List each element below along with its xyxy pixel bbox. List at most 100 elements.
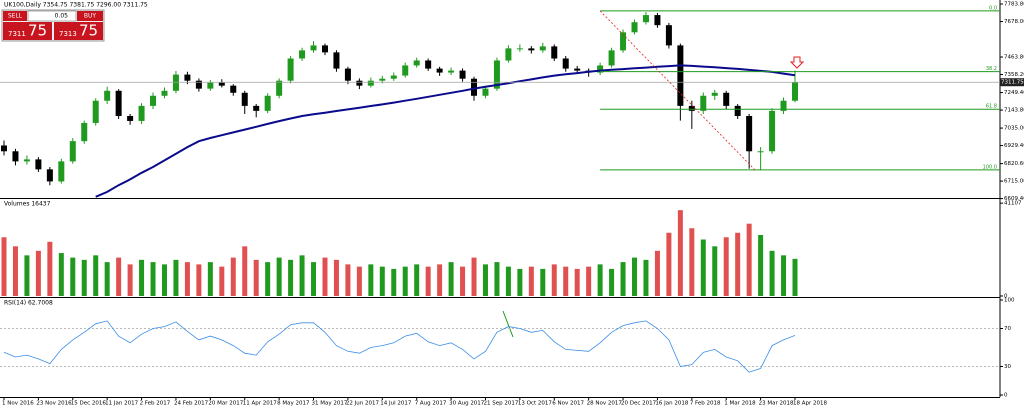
candle-body bbox=[138, 105, 145, 121]
candle-body bbox=[448, 70, 455, 73]
volume-bar bbox=[505, 266, 511, 296]
volume-bar bbox=[93, 255, 99, 296]
volume-bar bbox=[746, 223, 752, 296]
x-tick-label: 23 Nov 2016 bbox=[36, 401, 72, 407]
volume-bar bbox=[1, 237, 7, 296]
fib-label: 38.2 bbox=[986, 66, 997, 72]
candle-body bbox=[367, 80, 374, 86]
candle-body bbox=[757, 151, 764, 153]
candle-body bbox=[1, 145, 7, 152]
candle-body bbox=[310, 45, 317, 51]
volume-bar bbox=[700, 239, 706, 296]
x-tick-label: 7 Feb 2018 bbox=[690, 401, 721, 407]
volume-bar bbox=[311, 262, 317, 296]
volume-bar bbox=[184, 262, 190, 296]
rsi-trendline bbox=[502, 310, 514, 338]
volume-bar bbox=[551, 264, 557, 296]
buy-button[interactable] bbox=[77, 11, 103, 21]
y-tick-label: 7463.80 bbox=[1004, 55, 1024, 61]
candle-body bbox=[150, 95, 157, 106]
candle-body bbox=[127, 115, 134, 121]
volume-bar bbox=[448, 262, 454, 296]
volume-bar bbox=[219, 266, 225, 296]
candle-body bbox=[299, 50, 306, 59]
candle-body bbox=[287, 58, 294, 81]
candle-body bbox=[92, 100, 99, 123]
volume-bar bbox=[139, 259, 145, 296]
candle-body bbox=[253, 105, 260, 111]
volume-bar bbox=[460, 266, 466, 296]
x-tick-label: 15 Dec 2016 bbox=[71, 401, 107, 407]
volume-bar bbox=[563, 266, 569, 296]
candle-body bbox=[356, 80, 363, 86]
candle-body bbox=[528, 48, 535, 51]
buy-price-small: 75 bbox=[79, 22, 98, 40]
y-tick-label: 7143.80 bbox=[1004, 108, 1024, 114]
y-tick-label: 0 bbox=[1004, 294, 1008, 300]
price-label-box bbox=[1000, 78, 1024, 87]
buy-label: BUY bbox=[84, 13, 97, 20]
volume-bar bbox=[104, 262, 110, 296]
volume-bar bbox=[792, 258, 798, 296]
candle-body bbox=[539, 46, 546, 51]
x-tick-label: 24 Feb 2017 bbox=[174, 401, 209, 407]
fib-label: 61.8 bbox=[986, 104, 997, 110]
rsi-title: RSI(14) 62.7008 bbox=[4, 300, 53, 307]
volume-bar bbox=[574, 268, 580, 296]
candle-body bbox=[161, 90, 168, 96]
candle-body bbox=[792, 82, 798, 101]
volume-bar bbox=[368, 264, 374, 296]
volume-bar bbox=[735, 232, 741, 296]
buy-price-box[interactable] bbox=[54, 22, 103, 40]
candle-body bbox=[425, 60, 432, 69]
x-tick-label: 21 Sep 2017 bbox=[483, 401, 518, 407]
y-tick-label: 7035.00 bbox=[1004, 126, 1024, 132]
volume-bar bbox=[299, 255, 305, 296]
volume-bar bbox=[414, 264, 420, 296]
candle-body bbox=[631, 22, 638, 33]
volume-bar bbox=[116, 257, 122, 296]
candle-body bbox=[608, 50, 615, 66]
lot-value: 0.05 bbox=[55, 13, 69, 20]
y-tick-label: 70 bbox=[1004, 326, 1011, 332]
fib-label: 100.0 bbox=[983, 164, 997, 170]
candle-body bbox=[333, 52, 340, 69]
volume-bar bbox=[58, 253, 64, 296]
buy-price-big: 7313 bbox=[59, 30, 77, 38]
volume-bar bbox=[540, 268, 546, 296]
candle-body bbox=[264, 95, 271, 111]
rsi-line bbox=[3, 320, 796, 373]
volume-bar bbox=[758, 235, 764, 296]
fib-label: 0.0 bbox=[989, 5, 997, 11]
volume-bar bbox=[689, 228, 695, 296]
x-tick-label: 30 Aug 2017 bbox=[449, 401, 485, 407]
candle-body bbox=[597, 65, 604, 73]
volume-bar bbox=[81, 259, 87, 296]
candle-body bbox=[276, 80, 283, 96]
candle-body bbox=[746, 115, 753, 152]
volume-bar bbox=[425, 266, 431, 296]
sell-price-small: 75 bbox=[28, 22, 47, 40]
sell-button[interactable] bbox=[3, 11, 27, 21]
fib-diagonal bbox=[599, 10, 756, 171]
x-tick-label: 1 Mar 2018 bbox=[724, 401, 756, 407]
candle-body bbox=[493, 60, 500, 89]
sell-price-box[interactable] bbox=[3, 22, 52, 40]
symbol-info: UK100,Daily 7354.75 7381.75 7296.00 7311… bbox=[4, 2, 148, 9]
volume-bar bbox=[620, 262, 626, 296]
candle-body bbox=[230, 85, 237, 93]
volume-bar bbox=[723, 237, 729, 296]
volume-bar bbox=[70, 257, 76, 296]
volume-bar bbox=[35, 250, 41, 296]
x-tick-label: 28 Nov 2017 bbox=[587, 401, 623, 407]
x-tick-label: 13 Oct 2017 bbox=[518, 401, 553, 407]
volume-bar bbox=[654, 250, 660, 296]
candle-body bbox=[711, 92, 718, 96]
candles bbox=[1, 12, 798, 198]
volume-bar bbox=[253, 259, 259, 296]
lot-input[interactable] bbox=[27, 10, 77, 22]
candle-body bbox=[12, 151, 19, 162]
y-tick-label: 6820.60 bbox=[1004, 161, 1024, 167]
candle-body bbox=[69, 141, 76, 162]
